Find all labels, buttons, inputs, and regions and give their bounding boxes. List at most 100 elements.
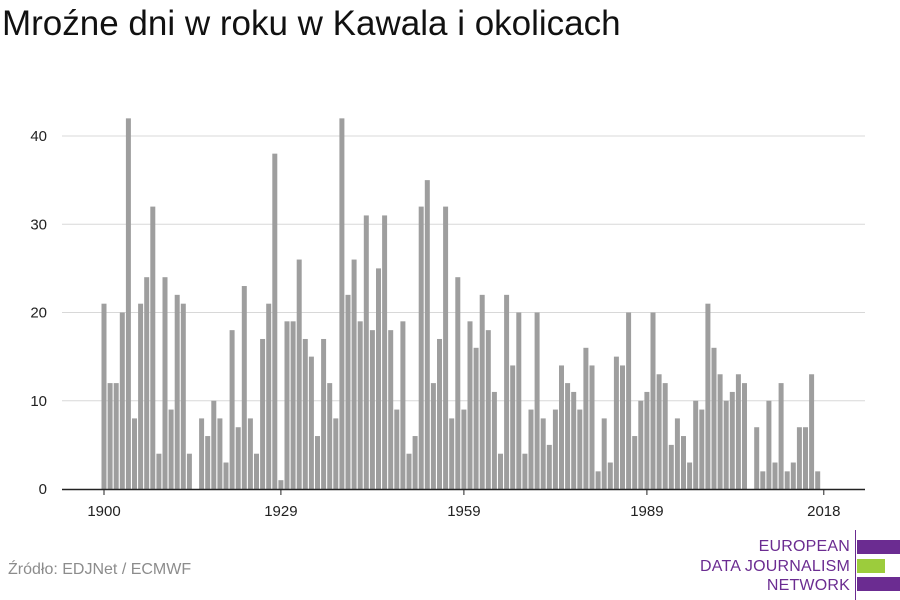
bar-1928 [272, 153, 278, 489]
bar-1995 [681, 436, 686, 489]
bar-1962 [479, 294, 485, 489]
bar-2015 [803, 427, 808, 489]
x-tick-label-1900: 1900 [87, 503, 120, 520]
bar-2009 [766, 400, 772, 489]
bar-1902 [113, 383, 119, 489]
bar-1971 [534, 312, 540, 489]
bar-1975 [559, 365, 564, 489]
logo-bar-purple-top [857, 540, 900, 554]
bar-1959 [461, 409, 467, 489]
bar-1911 [168, 409, 174, 489]
bar-1998 [699, 409, 705, 489]
bar-1913 [180, 303, 186, 489]
logo-bar-purple-bottom [857, 577, 900, 591]
bar-1943 [363, 215, 369, 489]
bar-1956 [443, 206, 449, 489]
bar-1986 [626, 312, 632, 489]
bar-1942 [357, 321, 363, 489]
bar-1947 [388, 330, 394, 489]
bar-2014 [796, 427, 802, 489]
y-tick-label-10: 10 [30, 393, 47, 410]
logo-line-network: NETWORK [766, 577, 850, 594]
bar-1987 [632, 436, 638, 489]
bar-1907 [144, 277, 150, 489]
bar-1916 [199, 418, 205, 489]
bar-1945 [376, 268, 381, 489]
bar-1960 [467, 321, 473, 489]
x-tick-labels: 1900 1929 1959 1989 2018 [87, 503, 840, 520]
bar-1941 [351, 259, 357, 489]
bar-1926 [260, 338, 266, 489]
bar-1993 [668, 444, 674, 490]
bar-1955 [437, 338, 442, 489]
x-axis [62, 488, 865, 495]
bar-1976 [565, 383, 571, 489]
bar-1968 [516, 312, 522, 489]
bar-1974 [552, 409, 558, 489]
bar-1967 [510, 365, 516, 489]
bar-2007 [754, 427, 760, 489]
y-tick-label-40: 40 [30, 128, 47, 145]
bar-1923 [241, 286, 247, 489]
bar-1909 [156, 453, 162, 489]
bar-1920 [223, 462, 229, 489]
bar-1954 [430, 383, 436, 489]
bar-1930 [284, 321, 290, 489]
bar-1963 [485, 330, 491, 489]
bar-1927 [266, 303, 272, 489]
bar-1932 [296, 259, 302, 489]
bar-2013 [790, 462, 796, 489]
bar-2010 [772, 462, 778, 489]
bar-1996 [687, 462, 693, 489]
y-tick-label-0: 0 [39, 481, 47, 498]
source-note: Źródło: EDJNet / ECMWF [8, 561, 192, 578]
bar-1906 [138, 303, 144, 489]
bar-1924 [247, 418, 253, 489]
bar-1957 [449, 418, 455, 489]
bar-1990 [650, 312, 656, 489]
bar-1935 [315, 436, 320, 489]
bar-2008 [760, 471, 766, 489]
bar-1949 [400, 321, 406, 489]
bar-2016 [809, 374, 815, 489]
bar-2005 [742, 383, 747, 489]
bar-1938 [333, 418, 339, 489]
bar-1936 [321, 338, 327, 489]
bar-1929 [278, 480, 284, 489]
bar-1969 [522, 453, 528, 489]
bar-1921 [229, 330, 235, 489]
bar-1904 [125, 118, 131, 489]
bar-1997 [693, 400, 699, 489]
bar-2012 [784, 471, 790, 489]
bar-1946 [382, 215, 388, 489]
bar-1900 [101, 303, 107, 489]
bar-2011 [778, 383, 784, 489]
bar-1948 [394, 409, 400, 489]
bar-1910 [162, 277, 168, 489]
bar-1977 [571, 391, 577, 489]
logo-rule [855, 530, 856, 600]
bar-1934 [308, 356, 314, 490]
bar-1989 [644, 391, 650, 489]
bar-2002 [723, 400, 729, 489]
bar-1994 [674, 418, 680, 489]
bar-1991 [656, 374, 662, 489]
y-tick-labels: 0 10 20 30 40 [30, 128, 47, 498]
bar-1912 [174, 294, 180, 489]
bar-1931 [290, 321, 296, 489]
bar-1940 [345, 294, 351, 489]
logo-bar-green [857, 559, 885, 573]
bar-1961 [473, 347, 479, 489]
bar-1988 [638, 400, 644, 489]
logo-line-data-journalism: DATA JOURNALISM [700, 558, 850, 575]
bar-1979 [583, 347, 589, 489]
x-tick-label-2018: 2018 [807, 503, 840, 520]
bar-2017 [815, 471, 821, 489]
bar-2001 [717, 374, 723, 489]
bar-1999 [705, 303, 711, 489]
bar-1901 [107, 383, 113, 489]
bar-1919 [217, 418, 223, 489]
bar-1939 [339, 118, 345, 489]
bar-1981 [595, 471, 601, 489]
bar-1984 [613, 356, 619, 490]
